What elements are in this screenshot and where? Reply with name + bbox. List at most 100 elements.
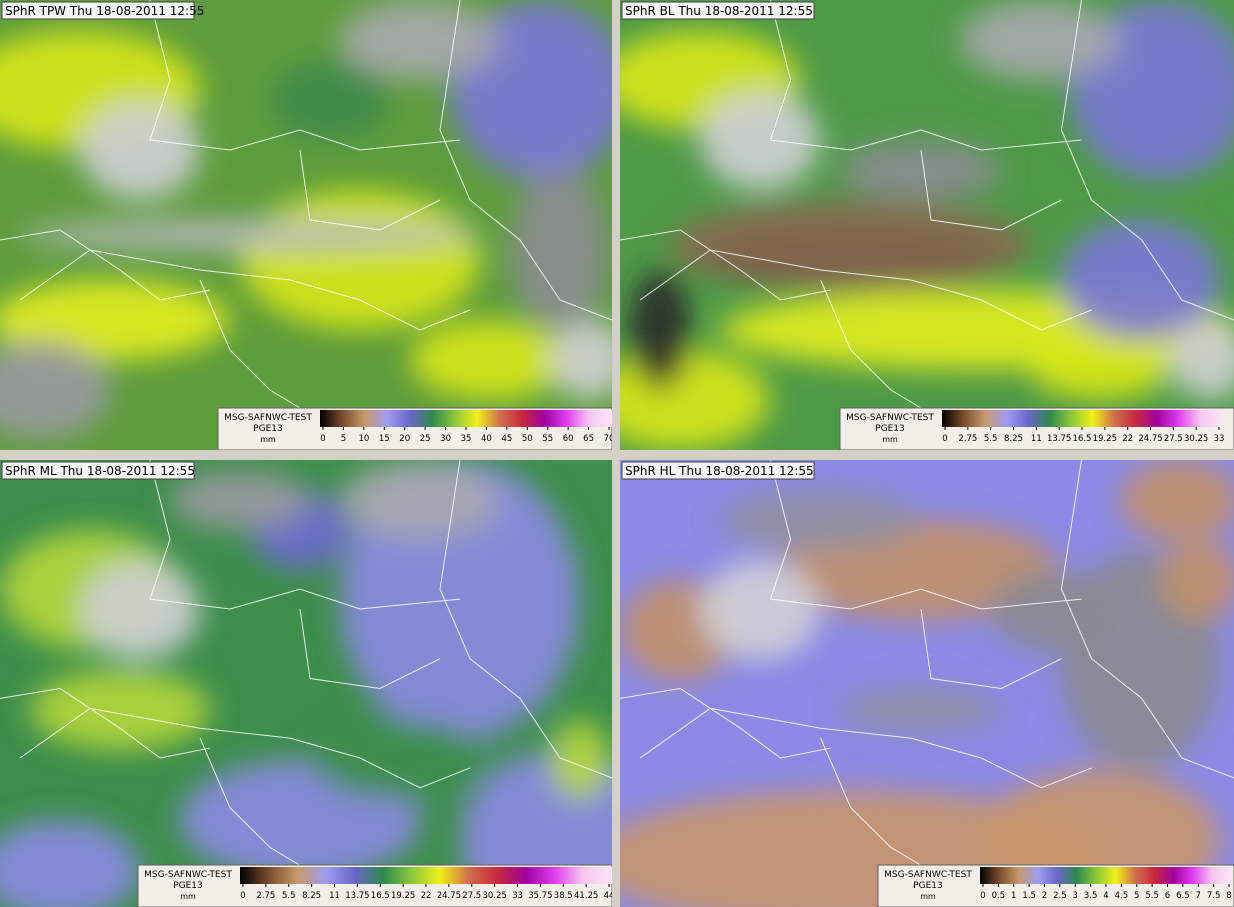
colorbar-tick-label: 33 [1214,434,1225,444]
border-line [149,460,461,610]
colorbar-tick-label: 60 [563,434,574,444]
map-field [240,190,480,330]
colorbar-tick-label: 0.5 [992,891,1006,901]
legend-unit: mm [882,435,898,444]
colorbar-tick-label: 24.75 [437,891,461,901]
map-panel [0,460,612,907]
border-line [769,460,1082,610]
map-field [170,470,310,530]
map-field [80,100,200,200]
border-line [620,229,831,301]
colorbar-tick-label: 45 [501,434,512,444]
border-line [820,737,942,878]
colorbar-tick-label: 30.25 [1184,434,1208,444]
colorbar-tick-label: 40 [481,434,492,444]
colorbar-tick-label: 19.25 [1093,434,1117,444]
map-field [0,820,140,907]
title-box [1,461,195,480]
colorbar-tick-label: 35 [461,434,472,444]
map-field [700,90,820,190]
map-panel [0,0,612,450]
horizontal-splitter [0,450,1234,460]
borders [0,460,612,878]
map-panel [620,0,1234,450]
colorbar [320,410,612,427]
colorbar-tick-label: 6 [1165,891,1170,901]
colorbar-tick-label: 3.5 [1084,891,1098,901]
border-line [199,737,321,878]
map-field [960,0,1120,80]
colorbar-tick-label: 70 [604,434,615,444]
map-field [720,490,920,550]
title-text: SPhR HL Thu 18-08-2011 12:55 [625,464,814,478]
map-field [0,280,230,360]
border-line [149,0,461,151]
map-field [340,0,500,80]
border-line [199,279,321,421]
colorbar-tick-label: 4 [1103,891,1108,901]
colorbar-tick-label: 8 [1226,891,1231,901]
border-line [920,149,1062,231]
colorbar-tick-label: 0 [320,434,325,444]
legend-unit: mm [920,892,936,901]
colorbar-tick-label: 7 [1196,891,1201,901]
title-text: SPhR BL Thu 18-08-2011 12:55 [625,4,813,18]
colorbar-tick-label: 5 [341,434,346,444]
colorbar-tick-label: 16.5 [1073,434,1092,444]
map-field [20,219,480,251]
map-field [80,560,200,660]
colorbar-tick-label: 27.5 [1164,434,1183,444]
legend-product: PGE13 [253,424,283,434]
legend-unit: mm [180,892,196,901]
colorbar-tick-label: 5.5 [984,434,998,444]
map-field [510,170,610,330]
map-panel [620,460,1234,907]
map-field [310,720,490,800]
colorbar-tick-label: 22 [1122,434,1133,444]
colorbar-tick-label: 41.25 [574,891,598,901]
border-line [769,0,1082,151]
legend-product: PGE13 [875,424,905,434]
map-field [990,570,1110,650]
colorbar-tick-label: 30 [440,434,451,444]
colorbar-tick-label: 27.5 [462,891,481,901]
colorbar-tick-label: 25 [420,434,431,444]
colorbar-tick-label: 38.5 [554,891,573,901]
map-field [1060,220,1220,340]
colorbar-tick-label: 2.75 [256,891,275,901]
colorbar-tick-label: 35.75 [528,891,552,901]
legend-product: PGE13 [913,881,943,891]
borders [620,0,1234,421]
map-field [1170,320,1234,400]
colorbar-tick-label: 2.75 [958,434,977,444]
colorbar-tick-label: 3 [1073,891,1078,901]
border-line [439,460,612,779]
legend-source: MSG-SAFNWC-TEST [144,870,232,880]
colorbar-tick-label: 13.75 [345,891,369,901]
legend-source: MSG-SAFNWC-TEST [846,413,934,423]
colorbar-tick-label: 10 [358,434,369,444]
colorbar-tick-label: 5.5 [282,891,296,901]
colorbar-tick-label: 5 [1134,891,1139,901]
colorbar-tick-label: 30.25 [482,891,506,901]
map-field [550,720,610,800]
legend-source: MSG-SAFNWC-TEST [224,413,312,423]
colorbar-tick-label: 55 [542,434,553,444]
colorbar-tick-label: 24.75 [1138,434,1162,444]
border-line [820,279,942,421]
colorbar-tick-label: 13.75 [1047,434,1071,444]
borders [620,460,1234,878]
colorbar-tick-label: 65 [583,434,594,444]
colorbar-tick-label: 6.5 [1176,891,1190,901]
map-fields [620,0,1234,450]
colorbar-tick-label: 11 [329,891,340,901]
colorbar-tick-label: 22 [421,891,432,901]
colorbar-tick-label: 7.5 [1207,891,1221,901]
border-line [299,608,441,689]
map-field [30,670,210,750]
colorbar-tick-label: 4.5 [1115,891,1129,901]
